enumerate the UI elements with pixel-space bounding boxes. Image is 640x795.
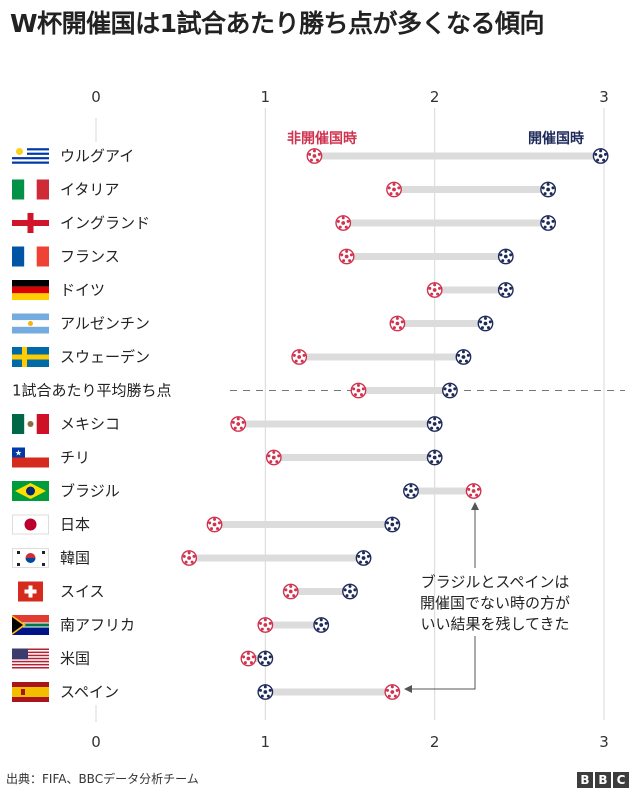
x-tick-label: 1 bbox=[261, 88, 271, 106]
non-host-point bbox=[291, 349, 308, 365]
sweden-flag-icon bbox=[12, 347, 49, 367]
page-title: W杯開催国は1試合あたり勝ち点が多くなる傾向 bbox=[10, 9, 544, 38]
host-point bbox=[592, 148, 609, 164]
host-point bbox=[540, 181, 557, 198]
non-host-point bbox=[426, 282, 443, 298]
france-flag-icon bbox=[12, 246, 49, 267]
non-host-point bbox=[465, 483, 482, 499]
non-host-point bbox=[384, 684, 401, 700]
annotation-arrowhead bbox=[404, 685, 412, 693]
country-label: フランス bbox=[60, 248, 120, 266]
annotation-arrow-left bbox=[412, 636, 476, 690]
x-tick-label: 3 bbox=[599, 733, 609, 751]
mexico-flag-icon bbox=[12, 414, 49, 434]
country-label: チリ bbox=[60, 449, 90, 467]
host-point bbox=[442, 382, 458, 399]
non-host-point bbox=[306, 148, 323, 164]
annotation-text: ブラジルとスペインは bbox=[421, 573, 570, 591]
annotation-arrowhead bbox=[471, 502, 479, 510]
spain-flag-icon bbox=[12, 682, 49, 702]
x-tick-label: 1 bbox=[261, 733, 271, 751]
annotation-text: いい結果を残してきた bbox=[420, 615, 569, 633]
non-host-point bbox=[338, 248, 355, 265]
non-host-point bbox=[230, 416, 247, 432]
brazil-flag-icon bbox=[12, 481, 49, 501]
country-label: ブラジル bbox=[60, 482, 120, 500]
host-point bbox=[403, 483, 419, 499]
x-tick-label: 0 bbox=[91, 733, 101, 751]
average-row-label: 1試合あたり平均勝ち点 bbox=[12, 382, 172, 400]
non-host-point bbox=[282, 583, 299, 600]
country-label: ドイツ bbox=[60, 281, 105, 299]
uruguay-flag-icon bbox=[12, 146, 49, 166]
chile-flag-icon: ★ bbox=[12, 447, 49, 468]
bbc-logo-letter: B bbox=[595, 772, 611, 788]
host-point bbox=[426, 416, 443, 432]
legend-host: 開催国時 bbox=[528, 130, 584, 147]
bbc-logo-letter: C bbox=[613, 772, 629, 788]
country-label: 日本 bbox=[60, 516, 90, 534]
host-point bbox=[342, 583, 358, 600]
usa-flag-icon bbox=[12, 648, 49, 669]
country-label: イタリア bbox=[60, 181, 119, 199]
country-label: スペイン bbox=[60, 683, 119, 701]
host-point bbox=[257, 684, 274, 700]
non-host-point bbox=[181, 550, 198, 566]
legend-non-host: 非開催国時 bbox=[287, 130, 357, 147]
non-host-point bbox=[386, 181, 402, 198]
italy-flag-icon bbox=[12, 179, 49, 200]
host-point bbox=[257, 650, 274, 667]
host-point bbox=[313, 617, 330, 633]
bbc-logo-letter: B bbox=[577, 772, 593, 788]
country-label: 南アフリカ bbox=[60, 616, 135, 634]
non-host-point bbox=[265, 449, 282, 466]
south-africa-flag-icon bbox=[12, 615, 49, 635]
country-label: 韓国 bbox=[60, 549, 90, 567]
host-point bbox=[355, 550, 372, 566]
country-label: スウェーデン bbox=[60, 348, 150, 366]
non-host-point bbox=[335, 215, 352, 231]
host-point bbox=[497, 248, 514, 265]
england-flag-icon bbox=[12, 213, 49, 233]
x-tick-label: 2 bbox=[430, 733, 440, 751]
korea-flag-icon bbox=[12, 548, 49, 568]
host-point bbox=[384, 516, 401, 533]
switzerland-flag-icon bbox=[18, 581, 43, 602]
host-point bbox=[477, 315, 494, 332]
country-label: ウルグアイ bbox=[60, 147, 134, 165]
country-label: アルゼンチン bbox=[60, 315, 150, 333]
bbc-logo: B B C bbox=[577, 772, 629, 788]
svg-text:★: ★ bbox=[15, 449, 22, 458]
non-host-point bbox=[389, 315, 406, 332]
argentina-flag-icon bbox=[12, 313, 49, 334]
x-tick-label: 0 bbox=[91, 88, 101, 106]
annotation-text: 開催国でない時の方が bbox=[420, 594, 570, 612]
x-tick-label: 3 bbox=[599, 88, 609, 106]
host-point bbox=[455, 349, 472, 365]
country-label: メキシコ bbox=[60, 415, 120, 433]
non-host-point bbox=[206, 516, 223, 533]
non-host-point bbox=[257, 617, 274, 633]
non-host-point bbox=[350, 382, 367, 399]
x-tick-label: 2 bbox=[430, 88, 440, 106]
host-point bbox=[426, 449, 443, 466]
japan-flag-icon bbox=[12, 514, 49, 535]
country-label: イングランド bbox=[60, 214, 150, 232]
non-host-point bbox=[240, 650, 257, 667]
source-footer: 出典：FIFA、BBCデータ分析チーム bbox=[6, 772, 199, 786]
country-label: 米国 bbox=[60, 650, 90, 668]
germany-flag-icon bbox=[12, 280, 49, 300]
host-point bbox=[540, 215, 557, 231]
country-label: スイス bbox=[60, 583, 105, 601]
dumbbell-chart: 0 0 1 1 2 2 3 3 非開催国時 開催国時 ウルグアイイタリアイングランドフランスドイ… bbox=[12, 88, 625, 751]
host-point bbox=[497, 282, 514, 298]
